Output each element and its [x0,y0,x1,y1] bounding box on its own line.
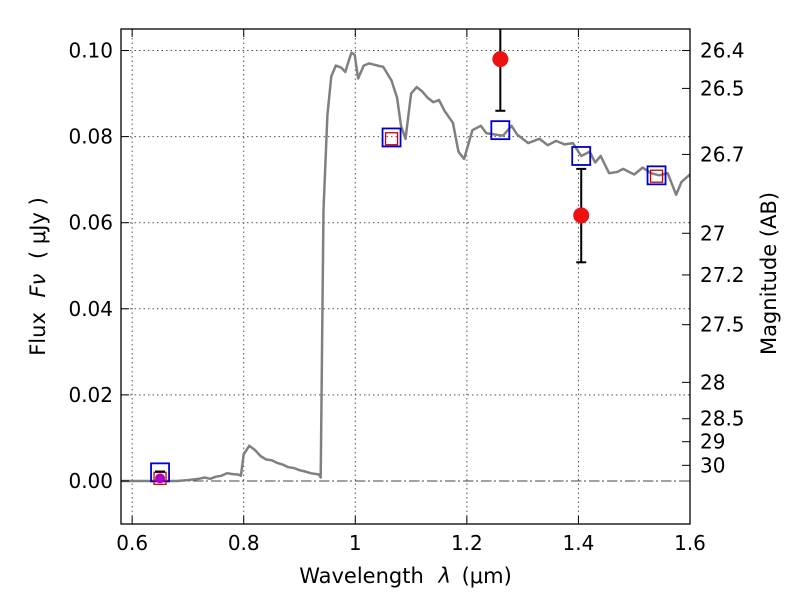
magnitude-tick-label: 27 [700,221,725,245]
observed-limit-square [649,169,664,183]
axis-ticks: 0.6 0.8 1 1.2 1.4 1.6 0.00 0.02 0.04 0.06 0.08 0.10… [68,29,745,555]
y-axis-title-unit: ( μJy ) [26,197,50,259]
y-tick-label: 0.02 [68,383,113,407]
x-tick-label: 1.2 [451,531,483,555]
magnitude-tick-label: 28 [700,370,725,394]
x-axis-title-unit: (μm) [462,564,512,588]
observed-detection-point [155,473,166,484]
y-axis-title-text: Flux [26,312,50,356]
x-tick-label: 0.6 [116,531,148,555]
model-spectrum-line [121,51,690,483]
model-photometry-square [490,120,511,141]
model-photometry-square [381,127,402,148]
y-axis-title-symbol: Fν [26,273,50,297]
observed-detection-point [492,51,509,68]
magnitude-tick-label: 29 [700,430,725,454]
magnitude-tick-label: 26.5 [700,76,745,100]
x-axis-title-symbol: λ [437,564,450,588]
y-tick-label: 0.04 [68,297,113,321]
model-photometry-square [646,165,667,186]
plot-frame [120,28,691,525]
x-axis-title: Wavelength λ (μm) [299,564,512,588]
x-tick-label: 1 [349,531,362,555]
x-tick-label: 0.8 [228,531,260,555]
grid-lines [121,29,691,524]
data-markers [150,29,667,486]
y-tick-label: 0.00 [68,469,113,493]
magnitude-tick-label: 26.7 [700,142,745,166]
y-tick-label: 0.10 [68,39,113,63]
magnitude-tick-label: 27.2 [700,263,745,287]
model-photometry-square [571,146,592,166]
y-axis-title: Flux Fν ( μJy ) [26,197,50,356]
magnitude-tick-label: 28.5 [700,407,745,431]
x-axis-title-text: Wavelength [299,564,424,588]
observed-detection-point [573,207,590,224]
plot-area [121,29,690,486]
magnitude-tick-label: 30 [700,453,725,477]
x-tick-label: 1.4 [563,531,595,555]
observed-limit-square [384,132,399,146]
magnitude-axis-title: Magnitude (AB) [757,192,781,355]
magnitude-tick-label: 26.4 [700,39,745,63]
x-tick-label: 1.6 [674,531,706,555]
magnitude-tick-label: 27.5 [700,313,745,337]
y-tick-label: 0.06 [68,211,113,235]
y-tick-label: 0.08 [68,125,113,149]
